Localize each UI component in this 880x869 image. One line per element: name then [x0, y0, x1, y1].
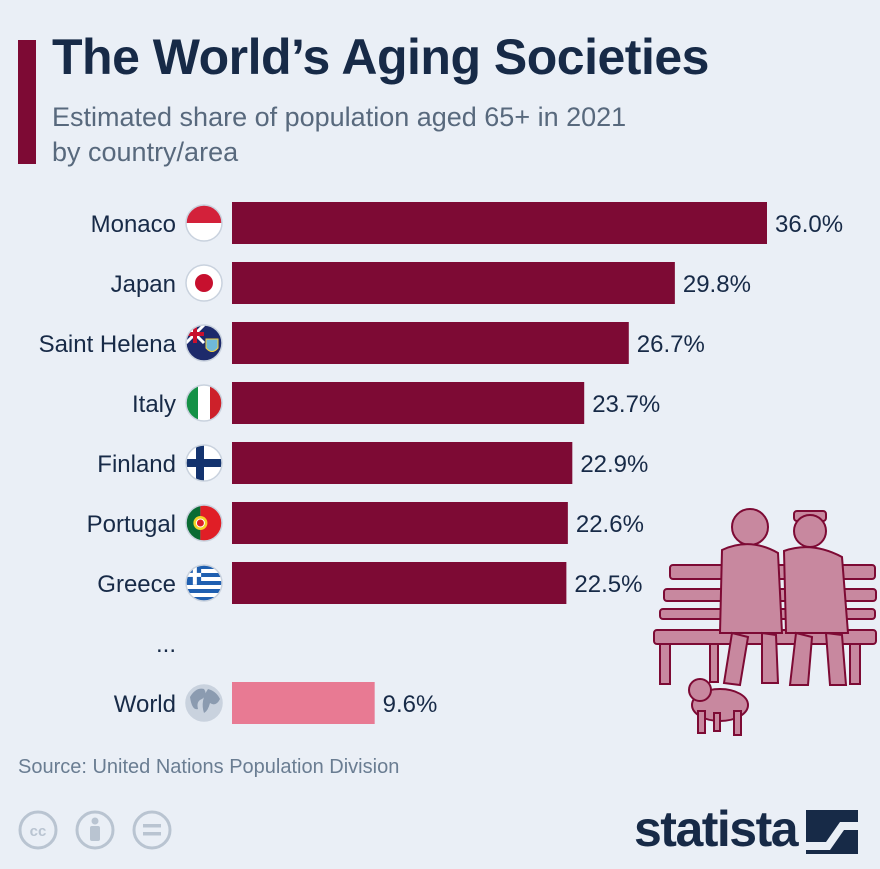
italy-flag-icon [185, 384, 223, 422]
chart-title: The World’s Aging Societies [52, 29, 709, 85]
category-label: World [114, 691, 176, 718]
value-label: 36.0% [775, 211, 843, 238]
bar [232, 202, 767, 244]
svg-text:cc: cc [30, 823, 47, 840]
value-label: 22.9% [580, 451, 648, 478]
saint-helena-flag-icon [185, 324, 223, 362]
source-note: Source: United Nations Population Divisi… [18, 756, 400, 778]
bar [232, 682, 375, 724]
bar [232, 262, 675, 304]
category-label: Saint Helena [39, 331, 177, 358]
monaco-flag-icon [185, 204, 223, 242]
category-label: Finland [97, 451, 176, 478]
bar-row-4: Italy 23.7% [132, 382, 660, 424]
bar-row-8: ... [156, 631, 176, 658]
license-icons: cc [18, 810, 172, 850]
globe-icon [185, 684, 223, 722]
statista-logo-icon [806, 810, 858, 854]
category-label: Greece [97, 571, 176, 598]
bar-row-9: World 9.6% [114, 682, 438, 724]
category-label: Japan [111, 271, 176, 298]
greece-flag-icon [185, 564, 223, 602]
value-label: 22.6% [576, 511, 644, 538]
cc-icon: cc [18, 810, 58, 850]
bar-row-6: Portugal 22.6% [87, 502, 644, 544]
bar-row-3: Saint Helena 26.7% [39, 322, 705, 364]
subtitle-line-2: by country/area [52, 137, 239, 167]
by-icon [75, 810, 115, 850]
bar-row-1: Monaco 36.0% [91, 202, 843, 244]
value-label: 9.6% [383, 691, 438, 718]
bar [232, 322, 629, 364]
statista-logo-text: statista [634, 801, 799, 857]
portugal-flag-icon [185, 504, 223, 542]
category-label: Portugal [87, 511, 176, 538]
elderly-couple-bench-illustration [653, 508, 877, 736]
value-label: 29.8% [683, 271, 751, 298]
bar-row-5: Finland 22.9% [97, 442, 648, 484]
bar-row-7: Greece 22.5% [97, 562, 642, 604]
finland-flag-icon [185, 444, 223, 482]
value-label: 23.7% [592, 391, 660, 418]
chart-subtitle: Estimated share of population aged 65+ i… [52, 100, 752, 170]
category-label: ... [156, 631, 176, 658]
bar-chart: Monaco 36.0% Japan 29.8% Saint Helena 26.7% It… [39, 202, 843, 724]
category-label: Monaco [91, 211, 176, 238]
bar-row-2: Japan 29.8% [111, 262, 751, 304]
bar [232, 502, 568, 544]
value-label: 22.5% [574, 571, 642, 598]
accent-bar [18, 40, 36, 164]
nd-icon [132, 810, 172, 850]
bar [232, 562, 567, 604]
japan-flag-icon [185, 264, 223, 302]
bar [232, 382, 585, 424]
category-label: Italy [132, 391, 176, 418]
value-label: 26.7% [637, 331, 705, 358]
subtitle-line-1: Estimated share of population aged 65+ i… [52, 102, 627, 132]
bar [232, 442, 573, 484]
